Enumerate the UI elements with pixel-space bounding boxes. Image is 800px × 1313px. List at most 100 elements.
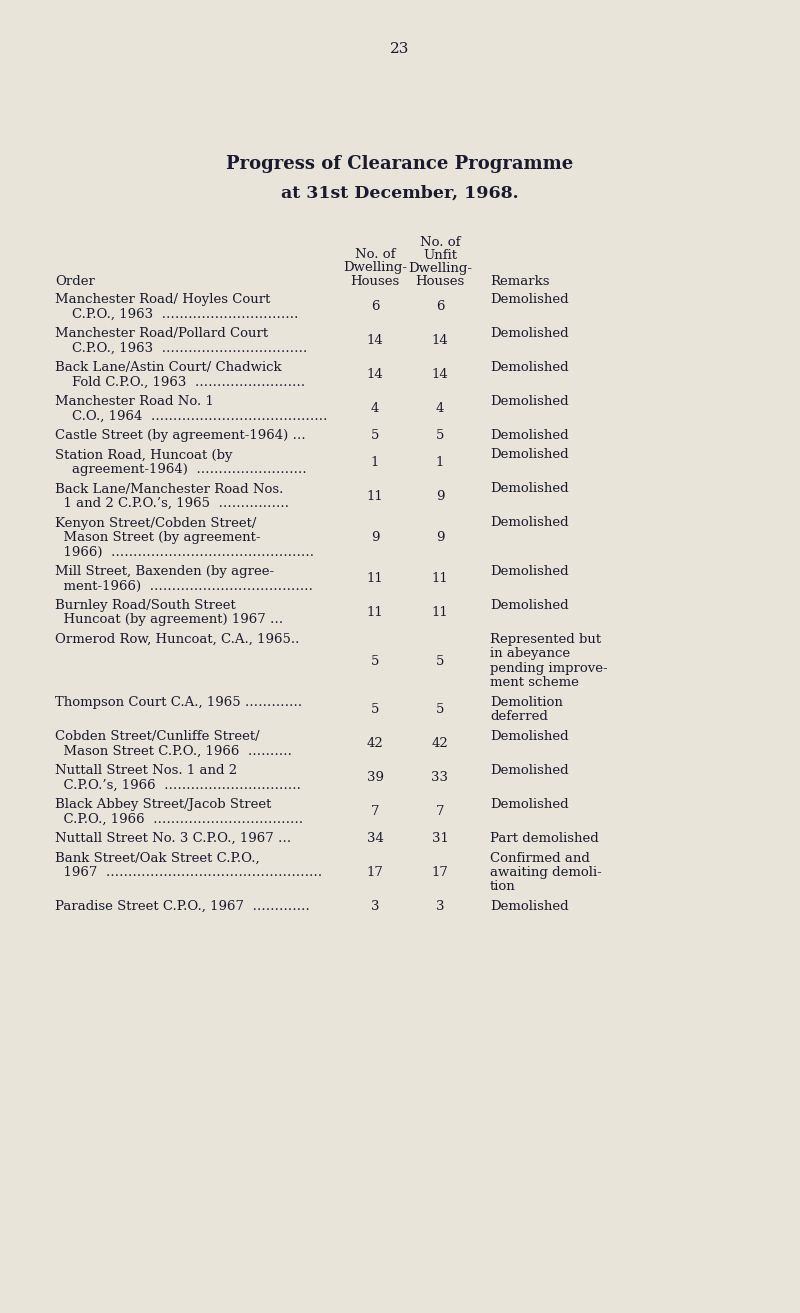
Text: 39: 39 [366, 771, 383, 784]
Text: Progress of Clearance Programme: Progress of Clearance Programme [226, 155, 574, 173]
Text: 33: 33 [431, 771, 449, 784]
Text: Black Abbey Street/Jacob Street: Black Abbey Street/Jacob Street [55, 798, 271, 811]
Text: Demolished: Demolished [490, 516, 569, 529]
Text: Demolished: Demolished [490, 449, 569, 461]
Text: Cobden Street/Cunliffe Street/: Cobden Street/Cunliffe Street/ [55, 730, 260, 743]
Text: C.O., 1964  ………………………………….: C.O., 1964 …………………………………. [55, 410, 327, 423]
Text: Order: Order [55, 274, 95, 288]
Text: Station Road, Huncoat (by: Station Road, Huncoat (by [55, 449, 233, 461]
Text: 23: 23 [390, 42, 410, 56]
Text: Demolished: Demolished [490, 361, 569, 374]
Text: 3: 3 [436, 899, 444, 913]
Text: at 31st December, 1968.: at 31st December, 1968. [281, 185, 519, 202]
Text: ment-1966)  ……………………………….: ment-1966) ………………………………. [55, 579, 313, 592]
Text: Part demolished: Part demolished [490, 832, 598, 846]
Text: 1: 1 [371, 456, 379, 469]
Text: Paradise Street C.P.O., 1967  ………….: Paradise Street C.P.O., 1967 …………. [55, 899, 310, 913]
Text: Burnley Road/South Street: Burnley Road/South Street [55, 599, 236, 612]
Text: 1: 1 [436, 456, 444, 469]
Text: No. of: No. of [420, 236, 460, 249]
Text: Manchester Road/Pollard Court: Manchester Road/Pollard Court [55, 327, 268, 340]
Text: awaiting demoli-: awaiting demoli- [490, 867, 602, 878]
Text: ment scheme: ment scheme [490, 676, 579, 689]
Text: 3: 3 [370, 899, 379, 913]
Text: Castle Street (by agreement-1964) …: Castle Street (by agreement-1964) … [55, 429, 306, 442]
Text: 11: 11 [366, 490, 383, 503]
Text: 11: 11 [366, 572, 383, 586]
Text: Dwelling-: Dwelling- [408, 263, 472, 274]
Text: 1967  ………………………………………….: 1967 …………………………………………. [55, 867, 322, 878]
Text: C.P.O., 1963  ………………………….: C.P.O., 1963 …………………………. [55, 307, 298, 320]
Text: 11: 11 [432, 607, 448, 620]
Text: Demolished: Demolished [490, 429, 569, 442]
Text: Demolished: Demolished [490, 798, 569, 811]
Text: 42: 42 [432, 738, 448, 750]
Text: 14: 14 [432, 368, 448, 381]
Text: 1966)  ……………………………………….: 1966) ………………………………………. [55, 545, 314, 558]
Text: Demolished: Demolished [490, 395, 569, 408]
Text: Dwelling-: Dwelling- [343, 261, 407, 274]
Text: 9: 9 [370, 530, 379, 544]
Text: 17: 17 [366, 867, 383, 878]
Text: Thompson Court C.A., 1965 ………….: Thompson Court C.A., 1965 …………. [55, 696, 302, 709]
Text: 17: 17 [431, 867, 449, 878]
Text: Confirmed and: Confirmed and [490, 852, 590, 864]
Text: No. of: No. of [354, 248, 395, 261]
Text: 5: 5 [371, 704, 379, 717]
Text: Houses: Houses [415, 274, 465, 288]
Text: Houses: Houses [350, 274, 400, 288]
Text: Demolished: Demolished [490, 293, 569, 306]
Text: 6: 6 [370, 301, 379, 314]
Text: Demolition: Demolition [490, 696, 563, 709]
Text: 9: 9 [436, 530, 444, 544]
Text: 14: 14 [432, 335, 448, 347]
Text: 14: 14 [366, 368, 383, 381]
Text: 1 and 2 C.P.O.’s, 1965  …………….: 1 and 2 C.P.O.’s, 1965 ……………. [55, 498, 289, 509]
Text: 5: 5 [371, 655, 379, 668]
Text: 4: 4 [371, 402, 379, 415]
Text: Back Lane/Astin Court/ Chadwick: Back Lane/Astin Court/ Chadwick [55, 361, 282, 374]
Text: Unfit: Unfit [423, 249, 457, 263]
Text: Demolished: Demolished [490, 899, 569, 913]
Text: Demolished: Demolished [490, 327, 569, 340]
Text: agreement-1964)  …………………….: agreement-1964) ……………………. [55, 463, 306, 477]
Text: 5: 5 [436, 655, 444, 668]
Text: C.P.O., 1966  …………………………….: C.P.O., 1966 ……………………………. [55, 813, 303, 826]
Text: 5: 5 [436, 429, 444, 442]
Text: in abeyance: in abeyance [490, 647, 570, 660]
Text: Nuttall Street Nos. 1 and 2: Nuttall Street Nos. 1 and 2 [55, 764, 237, 777]
Text: 5: 5 [371, 429, 379, 442]
Text: Mill Street, Baxenden (by agree-: Mill Street, Baxenden (by agree- [55, 565, 274, 578]
Text: Kenyon Street/Cobden Street/: Kenyon Street/Cobden Street/ [55, 516, 256, 529]
Text: tion: tion [490, 881, 516, 894]
Text: Demolished: Demolished [490, 730, 569, 743]
Text: Demolished: Demolished [490, 764, 569, 777]
Text: 7: 7 [370, 805, 379, 818]
Text: 6: 6 [436, 301, 444, 314]
Text: Demolished: Demolished [490, 599, 569, 612]
Text: 34: 34 [366, 832, 383, 846]
Text: Mason Street (by agreement-: Mason Street (by agreement- [55, 530, 261, 544]
Text: Demolished: Demolished [490, 565, 569, 578]
Text: Manchester Road/ Hoyles Court: Manchester Road/ Hoyles Court [55, 293, 270, 306]
Text: 11: 11 [432, 572, 448, 586]
Text: deferred: deferred [490, 710, 548, 723]
Text: Back Lane/Manchester Road Nos.: Back Lane/Manchester Road Nos. [55, 482, 283, 495]
Text: 5: 5 [436, 704, 444, 717]
Text: Fold C.P.O., 1963  …………………….: Fold C.P.O., 1963 ……………………. [55, 376, 305, 389]
Text: 4: 4 [436, 402, 444, 415]
Text: Bank Street/Oak Street C.P.O.,: Bank Street/Oak Street C.P.O., [55, 852, 260, 864]
Text: Remarks: Remarks [490, 274, 550, 288]
Text: 9: 9 [436, 490, 444, 503]
Text: 42: 42 [366, 738, 383, 750]
Text: Nuttall Street No. 3 C.P.O., 1967 …: Nuttall Street No. 3 C.P.O., 1967 … [55, 832, 291, 846]
Text: Represented but: Represented but [490, 633, 601, 646]
Text: Demolished: Demolished [490, 482, 569, 495]
Text: Mason Street C.P.O., 1966  ……….: Mason Street C.P.O., 1966 ………. [55, 744, 292, 758]
Text: Huncoat (by agreement) 1967 …: Huncoat (by agreement) 1967 … [55, 613, 283, 626]
Text: 31: 31 [431, 832, 449, 846]
Text: C.P.O.’s, 1966  ………………………….: C.P.O.’s, 1966 …………………………. [55, 779, 301, 792]
Text: Ormerod Row, Huncoat, C.A., 1965..: Ormerod Row, Huncoat, C.A., 1965.. [55, 633, 299, 646]
Text: 7: 7 [436, 805, 444, 818]
Text: pending improve-: pending improve- [490, 662, 608, 675]
